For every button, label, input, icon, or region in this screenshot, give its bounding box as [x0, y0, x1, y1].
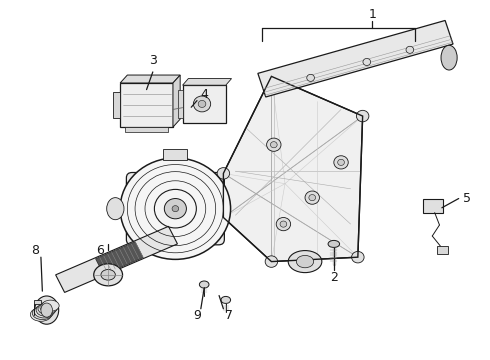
Ellipse shape: [270, 141, 277, 148]
Ellipse shape: [30, 308, 51, 321]
Ellipse shape: [199, 281, 209, 288]
Ellipse shape: [107, 198, 124, 220]
Polygon shape: [120, 83, 173, 127]
Ellipse shape: [288, 251, 322, 273]
Ellipse shape: [101, 270, 115, 280]
Text: 8: 8: [31, 244, 39, 257]
Ellipse shape: [265, 71, 278, 82]
Text: 1: 1: [368, 8, 376, 21]
Text: 6: 6: [96, 244, 104, 257]
Text: 3: 3: [149, 54, 157, 67]
Polygon shape: [258, 21, 453, 97]
Ellipse shape: [363, 58, 370, 66]
Ellipse shape: [356, 110, 369, 122]
Polygon shape: [120, 75, 180, 83]
Bar: [437, 246, 448, 254]
Ellipse shape: [307, 74, 315, 81]
Ellipse shape: [36, 304, 55, 316]
Ellipse shape: [38, 303, 57, 315]
FancyBboxPatch shape: [126, 172, 224, 245]
Ellipse shape: [34, 305, 54, 318]
Bar: [125, 127, 168, 132]
Ellipse shape: [328, 240, 340, 247]
Ellipse shape: [198, 100, 206, 107]
Ellipse shape: [280, 221, 287, 227]
Ellipse shape: [35, 296, 59, 324]
Ellipse shape: [296, 255, 314, 268]
Text: 5: 5: [464, 192, 471, 205]
Ellipse shape: [276, 217, 291, 231]
Ellipse shape: [441, 45, 457, 70]
Ellipse shape: [221, 296, 231, 303]
Ellipse shape: [41, 303, 52, 317]
Ellipse shape: [94, 264, 122, 286]
Text: 2: 2: [330, 271, 338, 284]
Polygon shape: [183, 85, 226, 123]
Ellipse shape: [32, 306, 53, 320]
Ellipse shape: [120, 158, 231, 259]
Bar: [34, 300, 41, 304]
Polygon shape: [56, 226, 177, 292]
Ellipse shape: [265, 256, 278, 267]
Text: 4: 4: [200, 87, 208, 100]
Ellipse shape: [217, 212, 230, 223]
Ellipse shape: [172, 206, 179, 212]
Polygon shape: [223, 76, 363, 262]
Bar: [178, 90, 183, 118]
Ellipse shape: [309, 194, 316, 201]
Polygon shape: [173, 75, 180, 127]
Ellipse shape: [334, 156, 348, 169]
Polygon shape: [183, 78, 232, 85]
Bar: [113, 92, 120, 118]
Ellipse shape: [194, 96, 211, 112]
Bar: [163, 149, 187, 160]
Ellipse shape: [40, 301, 58, 313]
Ellipse shape: [406, 46, 414, 53]
Text: 7: 7: [225, 309, 233, 322]
Polygon shape: [96, 242, 143, 275]
Ellipse shape: [42, 300, 59, 311]
Ellipse shape: [305, 191, 319, 204]
Text: 9: 9: [193, 309, 201, 322]
Ellipse shape: [338, 159, 344, 166]
Ellipse shape: [267, 138, 281, 151]
Ellipse shape: [217, 168, 230, 179]
Polygon shape: [423, 198, 443, 213]
Ellipse shape: [164, 198, 186, 219]
Ellipse shape: [352, 251, 364, 263]
